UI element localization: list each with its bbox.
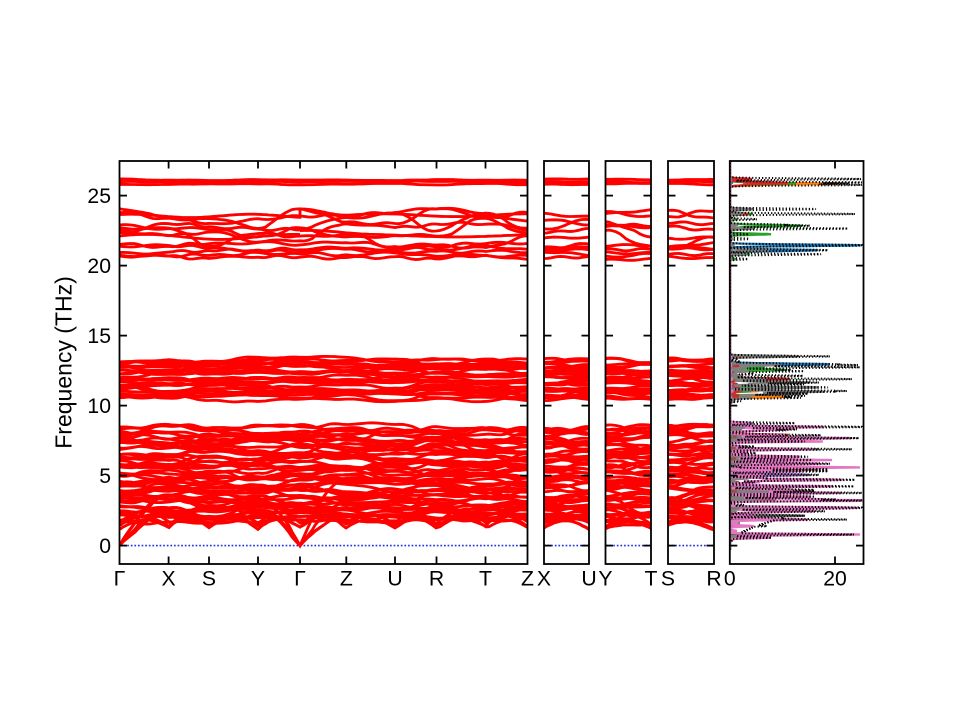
svg-text:15: 15 [87,325,111,348]
svg-text:0: 0 [99,535,111,558]
svg-text:R: R [706,568,721,591]
svg-text:Z: Z [521,568,534,591]
svg-text:0: 0 [724,568,736,591]
svg-text:X: X [162,568,176,591]
svg-text:Y: Y [598,568,612,591]
svg-text:S: S [202,568,216,591]
svg-text:Z: Z [340,568,353,591]
svg-text:U: U [581,568,596,591]
svg-text:X: X [537,568,551,591]
svg-text:5: 5 [99,465,111,488]
svg-text:S: S [661,568,675,591]
svg-text:Y: Y [251,568,265,591]
svg-text:10: 10 [87,395,111,418]
svg-text:R: R [429,568,444,591]
svg-text:20: 20 [823,568,847,591]
svg-text:25: 25 [87,185,111,208]
svg-text:T: T [645,568,658,591]
svg-text:Γ: Γ [114,568,126,591]
svg-text:20: 20 [87,255,111,278]
svg-text:Frequency (THz): Frequency (THz) [51,276,77,449]
svg-text:T: T [479,568,492,591]
svg-text:Γ: Γ [294,568,306,591]
svg-text:U: U [387,568,402,591]
